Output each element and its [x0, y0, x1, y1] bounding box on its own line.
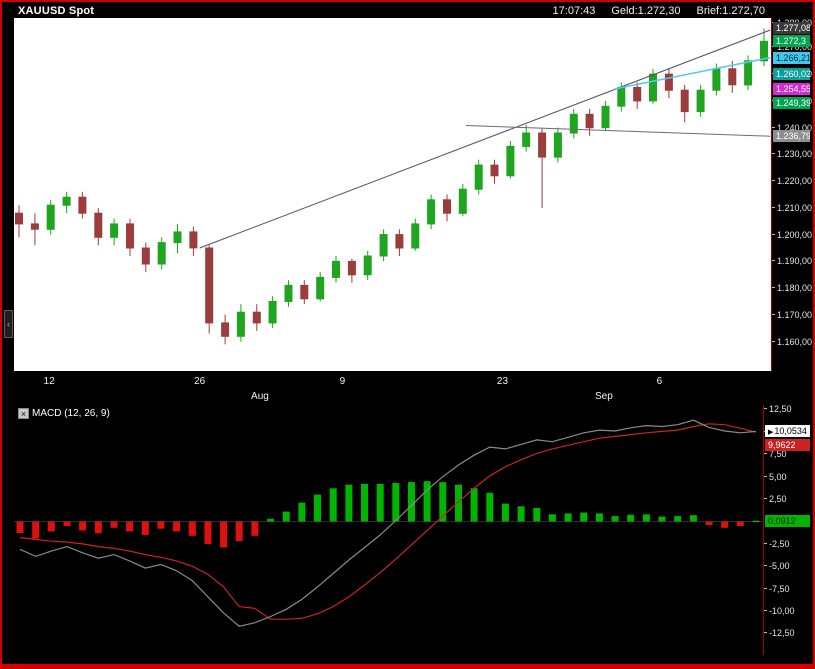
price-axis-label: 1.200,00 [771, 229, 813, 240]
price-axis-label: 1.170,00 [771, 309, 813, 320]
time-axis-label: 23 [496, 376, 509, 387]
price-tag: 1.236,79 [773, 130, 810, 143]
price-tag: 1.266,21 [773, 51, 810, 64]
collapse-arrow-icon: ‹ [7, 319, 10, 329]
macd-axis-label: -2,50 [764, 538, 790, 549]
time-axis-label: Aug [251, 391, 269, 402]
price-tag: 1.277,08 [773, 22, 810, 35]
price-tag: 1.249,39 [773, 96, 810, 109]
time-axis-label: 26 [194, 376, 206, 387]
macd-value-tag: 0,0912 [765, 514, 810, 527]
macd-value-tag: 10,0534 [765, 425, 810, 438]
price-axis-label: 1.240,00 [771, 122, 813, 133]
close-icon[interactable]: × [18, 408, 29, 419]
main-chart-row: 1.280,001.270,001.260,001.250,001.240,00… [2, 18, 813, 371]
macd-axis-label: -5,00 [764, 561, 790, 572]
time-axis-label: Sep [594, 391, 613, 402]
macd-value-tag: 9,9622 [765, 439, 810, 452]
titlebar: XAUUSD Spot 17:07:43 Geld:1.272,30 Brief… [2, 2, 813, 18]
price-tag: 1.272,3 [773, 35, 810, 48]
price-axis-label: 1.230,00 [771, 149, 813, 160]
macd-row: × MACD (12, 26, 9) 12,5010,007,505,002,5… [2, 404, 813, 655]
price-axis-label: 1.190,00 [771, 256, 813, 267]
macd-axis-label: 7,50 [764, 449, 787, 460]
clock: 17:07:43 [552, 4, 596, 17]
price-tag: 1.254,559 [773, 82, 810, 95]
time-axis-label: 6 [656, 376, 663, 387]
time-axis-label: 9 [339, 376, 346, 387]
candlestick-chart[interactable] [14, 18, 771, 371]
macd-axis-label: -10,00 [764, 606, 795, 617]
ask-price: Brief:1.272,70 [696, 4, 766, 17]
candlestick-svg [15, 28, 771, 345]
macd-axis-label: 12,50 [764, 404, 792, 415]
macd-panel[interactable]: × MACD (12, 26, 9) [14, 405, 763, 655]
price-axis-label: 1.160,00 [771, 336, 813, 347]
symbol-title: XAUUSD Spot [18, 4, 95, 17]
macd-svg [14, 419, 763, 627]
macd-axis-label: 2,50 [764, 494, 787, 505]
macd-title: MACD (12, 26, 9) [32, 408, 110, 419]
macd-axis[interactable]: 12,5010,007,505,002,50-2,50-5,00-7,50-10… [763, 404, 813, 655]
quote-info: 17:07:43 Geld:1.272,30 Brief:1.272,70 [553, 4, 765, 18]
macd-axis-label: -7,50 [764, 583, 790, 594]
price-axis-label: 1.220,00 [771, 176, 813, 187]
sidebar-collapse-handle[interactable]: ‹ [4, 310, 13, 338]
price-axis-label: 1.210,00 [771, 202, 813, 213]
time-axis-label: 12 [43, 376, 55, 387]
price-axis-label: 1.180,00 [771, 283, 813, 294]
price-tag: 1.260,02 [773, 68, 810, 81]
time-axis[interactable]: 12 26 Aug 9 23 Sep 6 [2, 371, 813, 405]
macd-header: × MACD (12, 26, 9) [18, 408, 110, 419]
macd-axis-label: -12,50 [764, 628, 795, 639]
macd-axis-label: 5,00 [764, 471, 787, 482]
price-axis[interactable]: 1.280,001.270,001.260,001.250,001.240,00… [771, 18, 813, 371]
bid-price: Geld:1.272,30 [611, 4, 681, 17]
